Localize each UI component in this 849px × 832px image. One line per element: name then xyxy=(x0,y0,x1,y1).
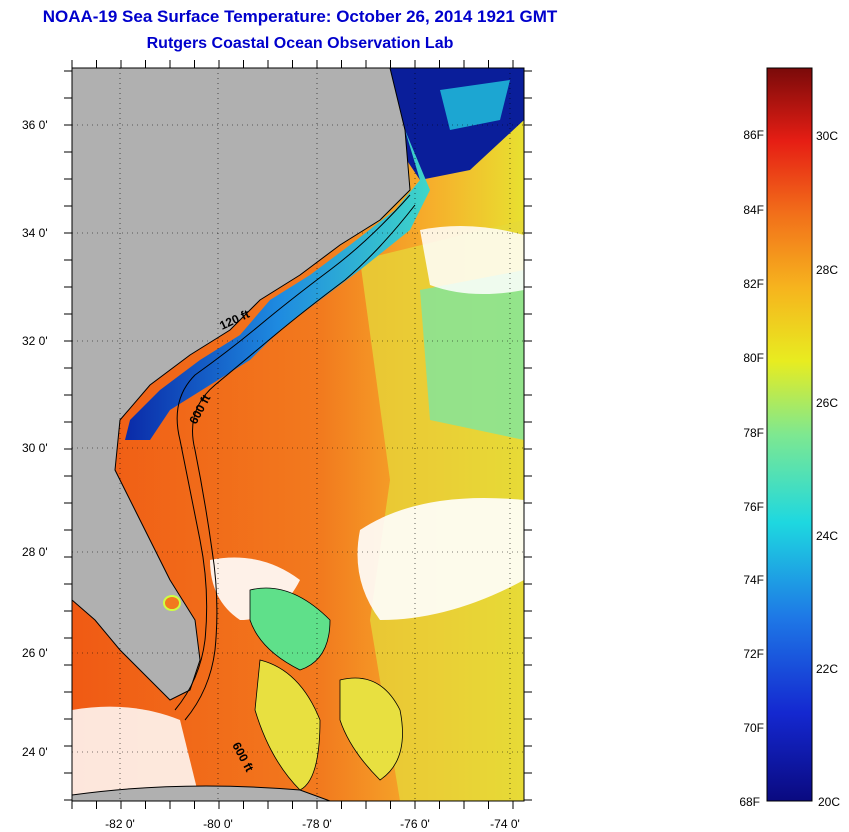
contour-120ft xyxy=(174,194,411,711)
lat-label: 28 0' xyxy=(22,545,48,559)
map-subtitle: Rutgers Coastal Ocean Observation Lab xyxy=(146,35,454,52)
cold-water-filament xyxy=(440,80,510,130)
celsius-label: 30C xyxy=(816,129,838,143)
fahrenheit-label: 86F xyxy=(743,128,764,142)
bahamas-bank xyxy=(249,587,331,671)
lat-label: 30 0' xyxy=(22,441,48,455)
temperature-colorbar: 86F 84F 82F 80F 78F 76F 74F 72F 70F 68F … xyxy=(739,67,840,809)
lat-label: 26 0' xyxy=(22,646,48,660)
lake-okeechobee xyxy=(163,595,181,611)
cuba-land xyxy=(72,785,331,801)
fahrenheit-label: 72F xyxy=(743,647,764,661)
fahrenheit-label: 84F xyxy=(743,203,764,217)
lon-label: -80 0' xyxy=(203,817,233,831)
celsius-label: 24C xyxy=(816,529,838,543)
graticule xyxy=(72,68,524,801)
lat-label: 24 0' xyxy=(22,745,48,759)
colorbar-gradient xyxy=(766,67,813,802)
sst-map: 120 ft 600 ft 600 ft 36 0' 34 0' 32 0' 3… xyxy=(22,60,532,831)
lon-label: -78 0' xyxy=(302,817,332,831)
cool-water-patch xyxy=(420,270,524,440)
fahrenheit-label: 80F xyxy=(743,351,764,365)
lon-label: -74 0' xyxy=(490,817,520,831)
fahrenheit-label: 68F xyxy=(739,795,760,809)
bahamas-bank xyxy=(339,677,403,781)
fahrenheit-label: 74F xyxy=(743,573,764,587)
cool-coastal-water xyxy=(125,130,430,440)
cloud-patch xyxy=(72,706,200,801)
axis-ticks xyxy=(64,60,532,809)
celsius-label: 22C xyxy=(816,662,838,676)
celsius-label: 28C xyxy=(816,263,838,277)
lon-label: -76 0' xyxy=(400,817,430,831)
bahamas-bank xyxy=(254,659,321,791)
lat-label: 32 0' xyxy=(22,334,48,348)
land-mass xyxy=(72,68,411,701)
fahrenheit-label: 78F xyxy=(743,426,764,440)
lat-label: 36 0' xyxy=(22,118,48,132)
celsius-label: 20C xyxy=(818,795,840,809)
cloud-patch xyxy=(420,226,524,294)
fahrenheit-label: 82F xyxy=(743,277,764,291)
map-frame xyxy=(71,67,525,802)
lon-label: -82 0' xyxy=(105,817,135,831)
fahrenheit-label: 70F xyxy=(743,721,764,735)
celsius-label: 26C xyxy=(816,396,838,410)
map-image xyxy=(72,68,524,801)
fahrenheit-label: 76F xyxy=(743,500,764,514)
cloud-patch xyxy=(357,498,524,620)
map-title: NOAA-19 Sea Surface Temperature: October… xyxy=(42,7,558,26)
contour-600ft xyxy=(184,204,416,721)
lat-label: 34 0' xyxy=(22,226,48,240)
